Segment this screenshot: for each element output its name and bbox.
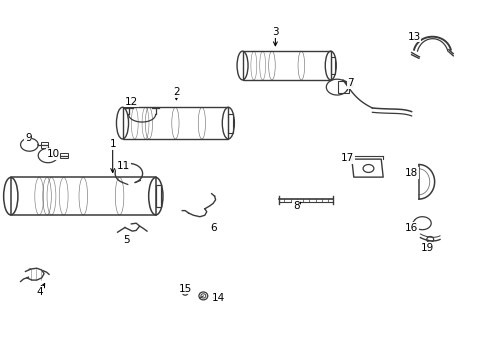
Text: 3: 3	[272, 27, 279, 37]
Text: 1: 1	[109, 139, 116, 149]
Text: 14: 14	[211, 293, 225, 303]
Text: 11: 11	[117, 161, 130, 171]
Text: 9: 9	[25, 132, 32, 143]
Text: 6: 6	[210, 222, 217, 233]
Text: 18: 18	[405, 168, 418, 178]
Text: 13: 13	[407, 32, 421, 42]
Text: 12: 12	[124, 96, 138, 107]
Text: 10: 10	[47, 149, 59, 159]
Text: 8: 8	[293, 201, 300, 211]
Text: 4: 4	[37, 287, 44, 297]
Text: 2: 2	[173, 87, 180, 97]
Text: 7: 7	[347, 78, 354, 88]
Text: 17: 17	[341, 153, 355, 163]
Text: 15: 15	[178, 284, 192, 294]
Text: 5: 5	[123, 235, 130, 246]
Text: 19: 19	[420, 243, 434, 253]
Text: 16: 16	[405, 222, 418, 233]
